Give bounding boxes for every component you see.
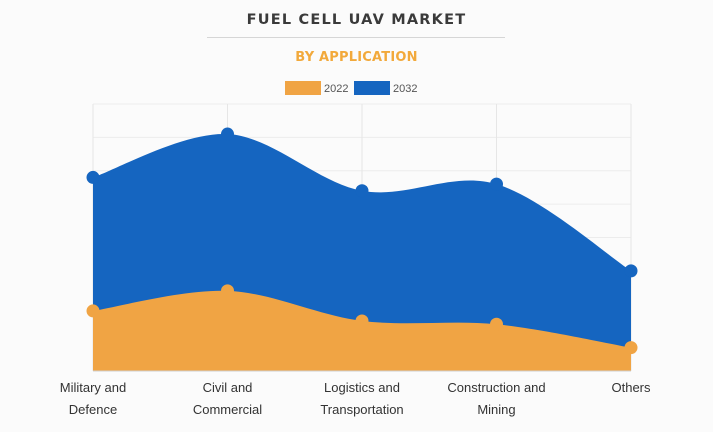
x-tick-label: Others — [611, 380, 651, 395]
chart-subtitle: BY APPLICATION — [295, 50, 418, 65]
data-point-2022 — [221, 284, 234, 298]
area-layer — [93, 133, 631, 371]
data-point-2032 — [490, 177, 503, 191]
point-layer — [86, 127, 638, 355]
legend: 2022 2032 — [285, 81, 417, 95]
data-point-2032 — [355, 184, 369, 198]
legend-swatch-2022 — [285, 81, 321, 95]
x-tick-label-line: Military and — [60, 380, 126, 395]
x-tick-label-line: Civil and — [203, 380, 253, 395]
x-tick-label-line: Construction and — [447, 380, 545, 395]
data-point-2022 — [490, 317, 503, 331]
x-tick-label-line: Commercial — [193, 402, 262, 417]
x-tick-label-line: Logistics and — [324, 380, 400, 395]
chart-title: FUEL CELL UAV MARKET — [246, 12, 467, 28]
x-tick-label: Logistics and Transportation — [320, 380, 403, 417]
x-tick-label: Military and Defence — [60, 380, 126, 417]
data-point-2022 — [86, 304, 100, 318]
x-tick-label-line: Transportation — [320, 402, 403, 417]
data-point-2032 — [221, 127, 234, 141]
legend-label-2032: 2032 — [393, 83, 417, 95]
x-tick-label: Civil and Commercial — [193, 380, 262, 417]
x-tick-label-line: Others — [611, 380, 651, 395]
legend-swatch-2032 — [354, 81, 390, 95]
data-point-2032 — [86, 170, 100, 184]
x-tick-label: Construction and Mining — [447, 380, 545, 417]
data-point-2022 — [355, 314, 369, 328]
axis-layer: Military and Defence Civil and Commercial Lo… — [60, 370, 651, 417]
x-tick-label-line: Mining — [477, 402, 515, 417]
data-point-2032 — [624, 264, 638, 278]
area-series-2022 — [93, 290, 631, 371]
title-divider — [207, 37, 505, 38]
x-tick-label-line: Defence — [69, 402, 117, 417]
legend-label-2022: 2022 — [324, 83, 348, 95]
data-point-2022 — [624, 341, 638, 355]
